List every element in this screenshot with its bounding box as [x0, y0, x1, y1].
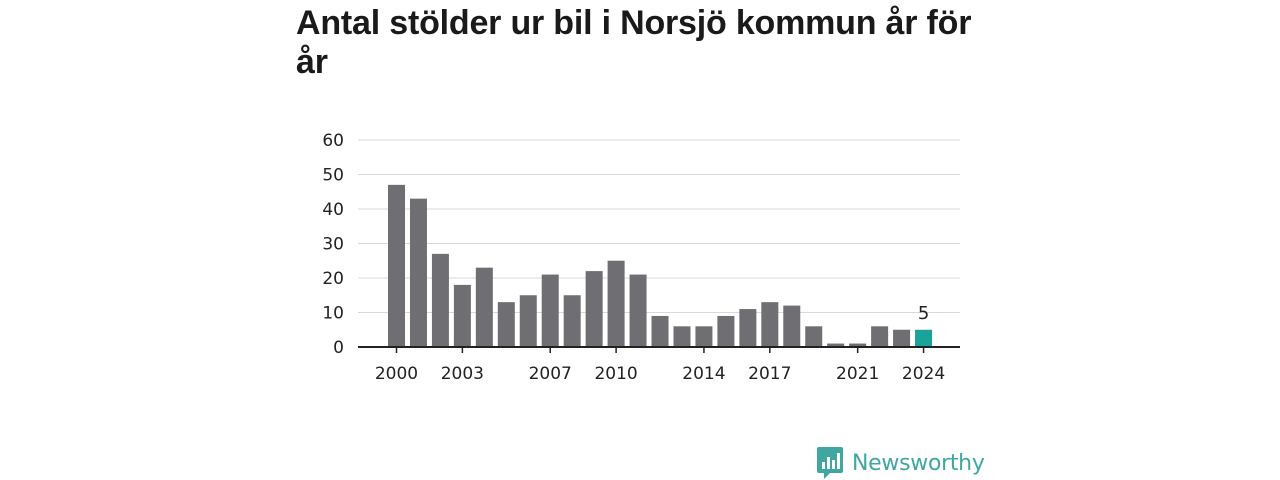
bar: [871, 326, 889, 347]
x-tick-label: 2024: [902, 364, 945, 384]
bar: [409, 198, 427, 347]
x-tick-label: 2000: [375, 364, 418, 384]
bar: [805, 326, 823, 347]
y-tick-label: 0: [333, 338, 344, 358]
bar: [453, 284, 471, 347]
bar: [607, 260, 625, 347]
y-tick-label: 10: [322, 304, 344, 324]
newsworthy-logo-icon: [817, 447, 843, 479]
bar: [475, 267, 493, 347]
bar: [761, 302, 779, 347]
y-tick-label: 30: [322, 235, 344, 255]
bars: [388, 184, 933, 347]
x-tick-label: 2017: [748, 364, 791, 384]
chart-title: Antal stölder ur bil i Norsjö kommun år …: [296, 4, 972, 81]
bar: [827, 343, 845, 347]
y-tick-label: 20: [322, 269, 344, 289]
x-tick-label: 2003: [441, 364, 484, 384]
bar: [431, 253, 449, 347]
bar: [519, 295, 537, 347]
brand-name: Newsworthy: [852, 450, 985, 476]
brand-logo: Newsworthy: [816, 446, 985, 480]
bar: [695, 326, 713, 347]
bar: [849, 343, 867, 347]
bar: [541, 274, 559, 347]
bar: [739, 309, 757, 347]
data-label-highlight: 5: [918, 303, 929, 324]
data-labels: 5: [918, 303, 929, 324]
bar: [388, 184, 405, 347]
y-tick-label: 50: [322, 166, 344, 186]
bar: [585, 271, 603, 347]
x-tick-label: 2007: [529, 364, 572, 384]
bar: [783, 305, 801, 347]
x-tick-label: 2014: [682, 364, 725, 384]
y-tick-label: 60: [322, 131, 344, 151]
bar: [563, 295, 581, 347]
x-axis-ticks: 2000 2003 2007 2010 2014 2017 2021 2024: [375, 347, 945, 384]
bar: [497, 302, 515, 347]
y-axis-ticks: 0 10 20 30 40 50 60: [322, 131, 344, 358]
bar: [915, 329, 933, 347]
bar: [893, 329, 911, 347]
bar: [717, 315, 735, 347]
x-tick-label: 2021: [836, 364, 879, 384]
bar: [651, 315, 669, 347]
bar: [629, 274, 647, 347]
x-tick-label: 2010: [594, 364, 637, 384]
bar: [673, 326, 691, 347]
y-tick-label: 40: [322, 200, 344, 220]
